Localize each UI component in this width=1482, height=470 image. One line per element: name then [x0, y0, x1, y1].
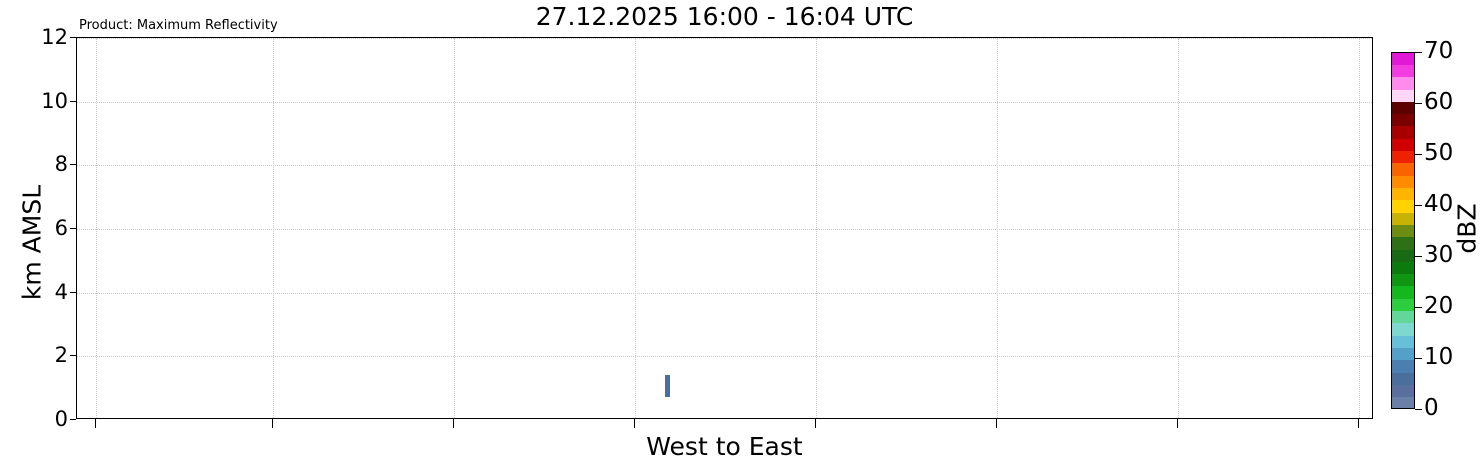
y-axis-tick-label: 0	[54, 407, 68, 431]
x-axis-tick-mark	[996, 419, 997, 428]
colorbar-tick-mark	[1415, 103, 1422, 104]
colorbar-band	[1392, 224, 1414, 238]
gridline-horizontal	[77, 165, 1372, 167]
colorbar-band	[1392, 285, 1414, 299]
product-subtitle: Product: Maximum Reflectivity	[79, 18, 278, 33]
y-axis-tick-labels: 12 10 8 6 4 2 0	[0, 0, 68, 470]
y-axis-tick-mark	[70, 419, 76, 420]
colorbar-tick-mark	[1415, 358, 1422, 359]
gridline-vertical	[273, 38, 274, 418]
colorbar-band	[1392, 150, 1414, 164]
gridline-vertical	[635, 38, 636, 418]
colorbar-band	[1392, 211, 1414, 225]
y-axis-tick-label: 10	[41, 88, 68, 113]
colorbar-band	[1392, 298, 1414, 312]
colorbar-tick-mark	[1415, 205, 1422, 206]
x-axis-tick-mark	[634, 419, 635, 428]
colorbar-band	[1392, 76, 1414, 90]
colorbar-tick-mark	[1415, 409, 1422, 410]
colorbar-band	[1392, 101, 1414, 115]
gridline-vertical	[1359, 38, 1360, 418]
colorbar-band	[1392, 137, 1414, 152]
y-axis-tick-label: 6	[54, 216, 68, 240]
colorbar-tick-mark	[1415, 154, 1422, 155]
plot-area[interactable]	[76, 37, 1373, 419]
y-axis-tick-mark	[70, 228, 76, 229]
colorbar-band	[1392, 199, 1414, 213]
colorbar-band	[1392, 236, 1414, 250]
colorbar[interactable]	[1391, 52, 1415, 409]
colorbar-tick-label: 10	[1424, 344, 1454, 370]
colorbar-tick-label: 30	[1424, 242, 1454, 268]
colorbar-band	[1392, 53, 1414, 65]
x-axis-tick-mark	[815, 419, 816, 428]
gridline-horizontal	[77, 292, 1372, 294]
colorbar-band	[1392, 359, 1414, 373]
colorbar-band	[1392, 187, 1414, 201]
x-axis-tick-mark	[272, 419, 273, 428]
colorbar-tick-mark	[1415, 52, 1422, 53]
colorbar-band	[1392, 162, 1414, 176]
colorbar-band	[1392, 174, 1414, 188]
y-axis-tick-label: 8	[54, 152, 68, 177]
gridline-vertical	[997, 38, 998, 418]
colorbar-tick-mark	[1415, 307, 1422, 308]
colorbar-band	[1392, 64, 1414, 78]
colorbar-tick-label: 60	[1424, 89, 1454, 115]
colorbar-band	[1392, 347, 1414, 361]
y-axis-tick-mark	[70, 164, 76, 166]
colorbar-tick-mark	[1415, 256, 1422, 257]
gridline-horizontal	[77, 101, 1372, 103]
colorbar-band	[1392, 273, 1414, 287]
y-axis-tick-mark	[70, 37, 76, 38]
colorbar-tick-label: 40	[1424, 191, 1454, 217]
radar-echo	[664, 375, 670, 398]
colorbar-band	[1392, 88, 1414, 102]
colorbar-tick-label: 70	[1424, 38, 1454, 64]
colorbar-label: dBZ	[1452, 203, 1482, 254]
gridline-horizontal	[77, 229, 1372, 230]
y-axis-tick-label: 12	[41, 25, 68, 49]
colorbar-band	[1392, 384, 1414, 398]
gridline-vertical	[1178, 38, 1179, 418]
colorbar-band	[1392, 248, 1414, 262]
y-axis-tick-label: 4	[54, 279, 68, 304]
y-axis-tick-mark	[70, 100, 76, 102]
colorbar-band	[1392, 113, 1414, 127]
colorbar-band	[1392, 396, 1414, 408]
y-axis-label: km AMSL	[17, 184, 47, 301]
y-axis-tick-mark	[70, 291, 76, 293]
colorbar-tick-label: 50	[1424, 140, 1454, 166]
colorbar-tick-label: 0	[1424, 395, 1439, 421]
x-axis-tick-mark	[1177, 419, 1178, 428]
x-axis-tick-mark	[95, 419, 96, 428]
colorbar-band	[1392, 310, 1414, 324]
y-axis-tick-mark	[70, 355, 76, 357]
x-axis-label: West to East	[646, 432, 803, 461]
x-axis-tick-mark	[453, 419, 454, 428]
colorbar-band	[1392, 261, 1414, 275]
colorbar-band	[1392, 334, 1414, 349]
gridline-horizontal	[77, 38, 1372, 39]
colorbar-band	[1392, 125, 1414, 139]
x-axis-tick-mark	[1358, 419, 1359, 428]
gridline-vertical	[816, 38, 817, 418]
gridline-vertical	[96, 38, 97, 418]
gridline-vertical	[454, 38, 455, 418]
colorbar-band	[1392, 322, 1414, 336]
y-axis-tick-label: 2	[54, 343, 68, 368]
colorbar-tick-label: 20	[1424, 293, 1454, 319]
page-title: 27.12.2025 16:00 - 16:04 UTC	[535, 2, 914, 31]
gridline-horizontal	[77, 356, 1372, 358]
colorbar-band	[1392, 371, 1414, 385]
